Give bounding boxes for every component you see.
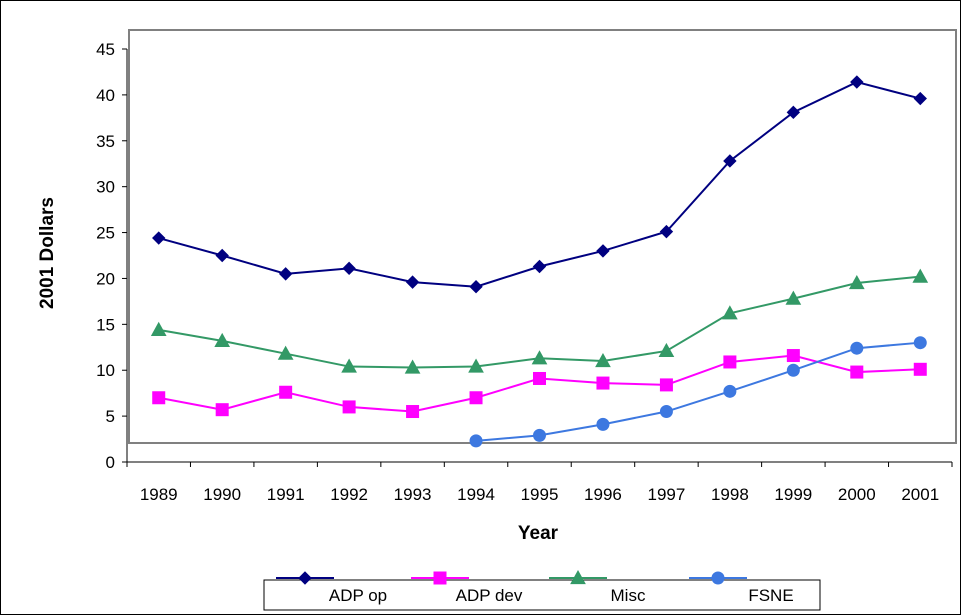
series-2-point — [533, 371, 546, 385]
legend-label: Misc — [611, 586, 646, 605]
legend-swatch-marker — [711, 571, 725, 585]
x-axis-title: Year — [518, 523, 559, 544]
x-tick-label: 1996 — [584, 485, 622, 504]
y-tick-label: 30 — [96, 178, 115, 197]
y-tick-label: 45 — [96, 40, 115, 59]
y-tick-label: 25 — [96, 224, 115, 243]
series-3-point — [785, 290, 802, 305]
x-tick-label: 1999 — [774, 485, 812, 504]
series-4-point — [596, 417, 610, 431]
series-1-point — [215, 248, 229, 263]
series-1-point — [913, 91, 927, 106]
series-2-point — [850, 365, 864, 379]
series-1-point — [405, 275, 420, 289]
legend: ADP op ADP dev Misc FSNE — [263, 569, 821, 611]
legend-label: FSNE — [748, 586, 793, 605]
x-tick-label: 1998 — [711, 485, 749, 504]
series-2-point — [469, 391, 483, 405]
series-3-point — [277, 345, 294, 360]
y-tick-label: 0 — [106, 453, 115, 472]
series-4-point — [786, 363, 800, 377]
series-2-point — [215, 403, 229, 417]
series-3-point — [531, 350, 548, 365]
series-3-point — [214, 332, 231, 347]
x-tick-label: 1991 — [267, 485, 305, 504]
y-tick-label: 5 — [106, 407, 115, 426]
series-2-point — [659, 378, 673, 392]
series-4-point — [659, 405, 673, 419]
series-3-point — [848, 275, 865, 290]
series-1-point — [342, 261, 356, 276]
x-tick-label: 1993 — [394, 485, 432, 504]
series-3-point — [468, 358, 484, 373]
y-axis-title: 2001 Dollars — [37, 197, 58, 309]
y-tick-label: 10 — [96, 361, 115, 380]
series-1-point — [152, 231, 166, 245]
series-3-point — [722, 305, 738, 320]
series-3-point — [404, 359, 421, 374]
series-2-point — [406, 405, 420, 419]
series-4-point — [469, 434, 483, 448]
x-tick-label: 2001 — [901, 485, 939, 504]
series-1-point — [278, 267, 293, 281]
y-tick-label: 35 — [96, 132, 115, 151]
series-2-point — [596, 376, 610, 390]
series-1-point — [786, 105, 801, 120]
x-tick-label: 1992 — [330, 485, 368, 504]
legend-label: ADP dev — [456, 586, 523, 605]
legend-swatch-marker — [570, 569, 586, 585]
series-4-point — [913, 336, 927, 350]
y-tick-label: 15 — [96, 315, 115, 334]
series-3-point — [658, 342, 675, 358]
x-tick-label: 2000 — [838, 485, 876, 504]
series-1-point — [659, 224, 674, 239]
x-tick-label: 1989 — [140, 485, 178, 504]
series-2-point — [279, 385, 293, 399]
x-tick-label: 1995 — [521, 485, 559, 504]
legend-swatch-marker — [298, 571, 312, 585]
legend-label: ADP op — [329, 586, 387, 605]
series-3-point — [150, 321, 167, 336]
legend-swatch-marker — [433, 571, 447, 585]
series-3-point — [341, 358, 357, 373]
series-2-point — [342, 400, 356, 414]
series-1-point — [596, 244, 610, 258]
x-tick-label: 1997 — [648, 485, 686, 504]
series-2-point — [723, 355, 737, 369]
x-tick-label: 1994 — [457, 485, 495, 504]
series-1-point — [723, 154, 737, 168]
series-4-point — [723, 384, 737, 398]
series-1-point — [469, 279, 483, 294]
series-1-point — [850, 75, 864, 89]
series-2-point — [913, 362, 927, 376]
series-4-point — [850, 341, 864, 355]
series-2-point — [152, 391, 166, 405]
x-tick-label: 1990 — [203, 485, 241, 504]
y-tick-label: 40 — [96, 86, 115, 105]
legend-box — [263, 579, 821, 611]
y-tick-label: 20 — [96, 269, 115, 288]
series-line-4 — [475, 341, 921, 442]
series-3-point — [595, 353, 611, 368]
series-2-point — [786, 349, 800, 363]
series-3-point — [912, 268, 929, 283]
series-4-point — [533, 428, 546, 442]
series-1-point — [532, 259, 547, 274]
